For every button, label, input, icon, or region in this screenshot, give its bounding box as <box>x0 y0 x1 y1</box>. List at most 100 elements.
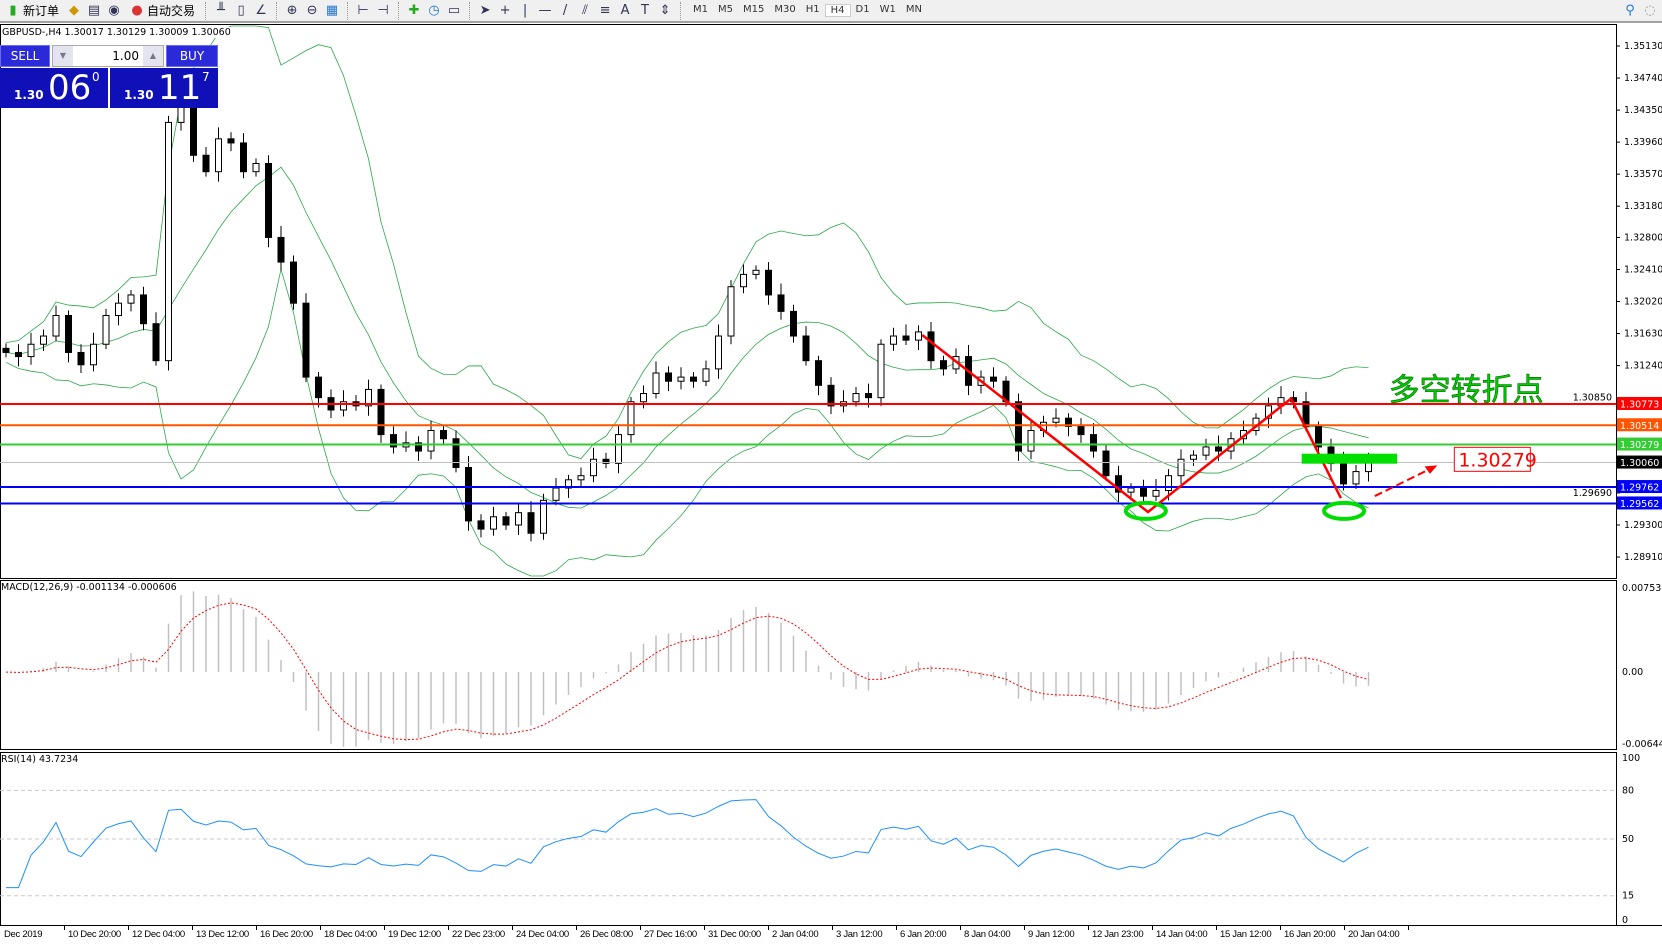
indicators-icon[interactable]: ✚ <box>408 2 420 18</box>
text-label-icon[interactable]: T <box>641 2 649 18</box>
autoscroll-icon[interactable]: ⊣ <box>377 2 389 18</box>
bear-candle <box>990 376 997 382</box>
bull-candle <box>590 458 597 477</box>
time-label: 10 Dec 20:00 <box>68 929 121 940</box>
community-icon[interactable]: ◌ <box>1644 2 1656 18</box>
bull-candle <box>90 343 97 366</box>
time-tick <box>896 926 897 930</box>
period-m15[interactable]: M15 <box>743 4 765 15</box>
bull-candle <box>177 105 185 123</box>
price-panel <box>0 24 1617 579</box>
lot-increase-icon[interactable]: ▲ <box>143 46 163 66</box>
time-tick <box>256 926 257 930</box>
cursor-icon[interactable]: ➤ <box>479 2 491 18</box>
zoom-in-icon[interactable]: ⊕ <box>286 2 298 18</box>
macd-panel <box>0 580 1617 750</box>
time-label: 14 Jan 04:00 <box>1156 929 1208 940</box>
vertical-line-icon[interactable]: | <box>522 2 528 18</box>
price-tick-label: 1.33570 <box>1624 169 1662 180</box>
signals-icon[interactable]: ◉ <box>108 2 120 18</box>
lot-decrease-icon[interactable]: ▼ <box>53 46 73 66</box>
time-tick <box>1408 926 1409 930</box>
line-chart-icon[interactable]: ∠ <box>255 2 267 18</box>
rsi-line <box>6 799 1369 889</box>
chart-canvas[interactable]: 1.35130 1.34740 1.34350 1.33960 1.33570 1.331… <box>0 24 1662 947</box>
time-label: 22 Dec 23:00 <box>452 929 505 940</box>
auto-trading-button[interactable]: ● 自动交易 <box>126 1 198 21</box>
bear-candle <box>1077 425 1085 436</box>
bull-candle <box>727 286 735 337</box>
buy-button[interactable]: BUY <box>166 45 218 67</box>
price-level-badge <box>1617 396 1662 410</box>
annotation-text: 多空转折点 <box>1389 373 1544 409</box>
bear-candle <box>152 323 160 362</box>
bull-candle <box>540 499 547 534</box>
period-mn[interactable]: MN <box>905 4 922 15</box>
bull-candle <box>252 162 260 173</box>
ask-price[interactable]: 1.30 11 7 <box>110 68 218 108</box>
bear-candle <box>1065 417 1072 427</box>
sell-button[interactable]: SELL <box>0 45 50 67</box>
lot-size-input[interactable]: ▼ 1.00 ▲ <box>52 45 164 67</box>
new-order-button[interactable]: ▮ 新订单 <box>2 1 62 21</box>
crosshair-icon[interactable]: + <box>499 2 511 18</box>
period-d1[interactable]: D1 <box>855 4 870 15</box>
periods-clock-icon[interactable]: ◷ <box>428 2 440 18</box>
search-icon[interactable]: ⚲ <box>1625 2 1635 18</box>
bear-candle <box>1115 475 1122 493</box>
period-h1[interactable]: H1 <box>805 4 820 15</box>
period-m5[interactable]: M5 <box>718 4 734 15</box>
time-tick <box>512 926 513 930</box>
bottom-marker-ellipse <box>1123 500 1168 521</box>
fibonacci-icon[interactable]: ≡ <box>599 2 611 18</box>
arrows-icon[interactable]: ⇕ <box>659 2 671 18</box>
bull-candle <box>852 393 860 403</box>
time-tick <box>768 926 769 930</box>
bear-candle <box>827 384 835 407</box>
time-label: 9 Jan 12:00 <box>1028 929 1075 940</box>
text-icon[interactable]: A <box>620 2 630 18</box>
price-tick-label: 1.33180 <box>1624 201 1662 212</box>
zoom-out-icon[interactable]: ⊖ <box>306 2 318 18</box>
separator <box>205 1 207 20</box>
bull-candle <box>115 302 122 316</box>
period-m30[interactable]: M30 <box>774 4 796 15</box>
templates-icon[interactable]: ▭ <box>447 2 461 18</box>
candlestick-icon[interactable]: ▯ <box>237 2 245 18</box>
price-level-label: 1.29562 <box>1620 499 1659 510</box>
time-label: 12 Jan 23:00 <box>1092 929 1144 940</box>
bull-candle <box>640 393 647 403</box>
price-level-badge <box>1617 455 1662 469</box>
time-label: Dec 2019 <box>4 929 43 940</box>
time-label: 18 Dec 04:00 <box>324 929 377 940</box>
chart-shift-icon[interactable]: ⊢ <box>357 2 369 18</box>
bear-candle <box>690 376 697 382</box>
bear-candle <box>415 442 422 452</box>
period-h4[interactable]: H4 <box>824 4 851 17</box>
rsi-tick-label: 0 <box>1622 915 1628 926</box>
bull-candle <box>577 475 585 481</box>
bear-candle <box>77 351 85 366</box>
trendline-icon[interactable]: / <box>562 2 568 18</box>
time-label: 24 Dec 04:00 <box>516 929 569 940</box>
price-tick-label: 1.34350 <box>1624 105 1662 116</box>
tile-windows-icon[interactable]: ▦ <box>325 2 339 18</box>
equidistant-channel-icon[interactable]: ⫽ <box>582 2 588 18</box>
market-watch-icon[interactable]: ▤ <box>87 2 101 18</box>
horizontal-line-icon[interactable]: — <box>538 2 552 18</box>
price-tick-label: 1.34740 <box>1624 73 1662 84</box>
bollinger-lower-band <box>5 269 1369 577</box>
time-tick <box>1088 926 1089 930</box>
bid-price[interactable]: 1.30 06 0 <box>0 68 108 108</box>
bear-candle <box>1090 434 1097 452</box>
time-tick <box>448 926 449 930</box>
period-w1[interactable]: W1 <box>879 4 896 15</box>
bar-chart-icon[interactable]: ╨ <box>217 2 225 18</box>
chart-window[interactable]: 1.35130 1.34740 1.34350 1.33960 1.33570 1.331… <box>0 24 1662 947</box>
price-level-label: 1.30514 <box>1620 421 1659 432</box>
time-tick <box>320 926 321 930</box>
price-level-label: 1.30060 <box>1620 458 1659 469</box>
gold-bars-icon[interactable]: ◆ <box>69 2 80 18</box>
period-m1[interactable]: M1 <box>693 4 709 15</box>
bull-candle <box>752 269 760 275</box>
